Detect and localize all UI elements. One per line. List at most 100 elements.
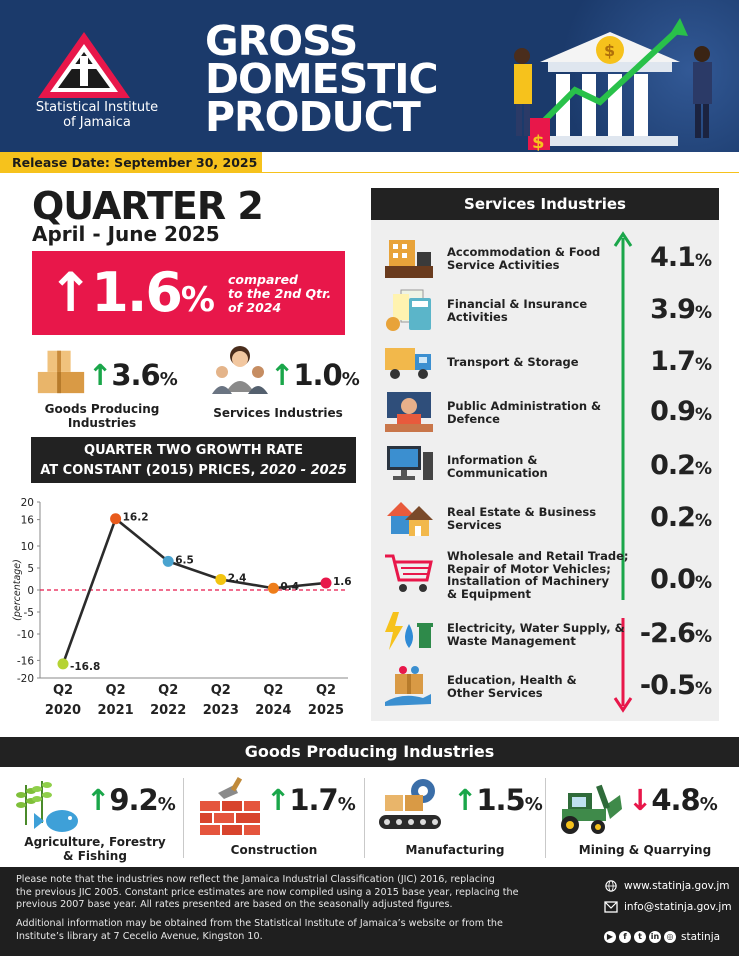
headline-unit: % bbox=[180, 280, 215, 320]
bricks-icon bbox=[200, 776, 260, 835]
header-banner: Statistical Institute of Jamaica GROSS D… bbox=[0, 0, 739, 152]
official-icon bbox=[385, 392, 433, 432]
social-handle: statinja bbox=[681, 930, 721, 943]
footer: Please note that the industries now refl… bbox=[0, 867, 739, 956]
comparison-line: compared bbox=[228, 272, 298, 287]
up-arrow-icon: ↑ bbox=[270, 358, 294, 392]
service-value: 4.1% bbox=[650, 242, 712, 273]
series-line bbox=[61, 516, 327, 665]
goods-divider bbox=[364, 778, 365, 858]
hotel-icon bbox=[385, 240, 433, 278]
people-icon bbox=[212, 346, 268, 394]
youtube-icon[interactable]: ▶ bbox=[604, 930, 616, 943]
service-name: Accommodation & Food Service Activities bbox=[447, 246, 600, 271]
linkedin-icon[interactable]: in bbox=[649, 930, 661, 943]
boxes-icon bbox=[37, 350, 85, 394]
x-tick-quarter: Q2 bbox=[263, 683, 283, 698]
note-line: previous 2007 base year. All rates prese… bbox=[16, 899, 453, 910]
data-point bbox=[320, 577, 332, 589]
x-tick-year: 2023 bbox=[203, 703, 239, 718]
calculator-icon bbox=[386, 289, 431, 331]
website-link[interactable]: www.statinja.gov.jm bbox=[604, 880, 730, 892]
value-number: 4.8 bbox=[651, 783, 700, 817]
x-tick-year: 2024 bbox=[255, 703, 291, 718]
data-point bbox=[215, 573, 227, 585]
up-arrow-icon: ↑ bbox=[266, 783, 290, 817]
value-unit: % bbox=[694, 251, 712, 271]
value-number: 0.0 bbox=[650, 564, 696, 595]
value-unit: % bbox=[694, 573, 712, 593]
twitter-icon[interactable]: t bbox=[634, 930, 646, 943]
goods-summary-label: Goods Producing Industries bbox=[32, 402, 172, 430]
value-number: 0.9 bbox=[650, 396, 696, 427]
value-number: 3.9 bbox=[650, 294, 696, 325]
headline-comparison: compared to the 2nd Qtr. of 2024 bbox=[228, 273, 331, 315]
email-link[interactable]: info@statinja.gov.jm bbox=[604, 901, 732, 913]
agriculture-icon bbox=[16, 781, 78, 832]
website-text: www.statinja.gov.jm bbox=[624, 880, 730, 892]
service-value: -2.6% bbox=[640, 618, 712, 649]
up-arrow-icon: ↑ bbox=[48, 261, 93, 324]
value-unit: % bbox=[694, 303, 712, 323]
bank-growth-illustration-icon: $ $ bbox=[514, 18, 712, 152]
label-line: Mining & Quarrying bbox=[578, 843, 712, 857]
goods-item-construction: ↑1.7% Construction bbox=[184, 767, 364, 867]
goods-value: ↓4.8% bbox=[628, 783, 718, 817]
service-value: 0.2% bbox=[650, 502, 712, 533]
data-point bbox=[267, 582, 279, 594]
value-unit: % bbox=[341, 369, 360, 390]
service-value: 1.7% bbox=[650, 346, 712, 377]
value-number: 1.5 bbox=[476, 783, 525, 817]
direction-arrows-icon bbox=[613, 231, 633, 713]
value-unit: % bbox=[157, 794, 176, 815]
service-name-line: Accommodation & Food bbox=[447, 245, 601, 259]
service-name: Financial & Insurance Activities bbox=[447, 298, 587, 323]
x-tick-year: 2025 bbox=[308, 703, 344, 718]
title-line: DOMESTIC bbox=[205, 55, 439, 103]
goods-divider bbox=[183, 778, 184, 858]
service-name-line: Activities bbox=[447, 309, 508, 324]
goods-label: Construction bbox=[204, 843, 344, 857]
label-line: & Fishing bbox=[63, 849, 127, 863]
cart-icon bbox=[385, 554, 433, 592]
service-name: Wholesale and Retail Trade; Repair of Mot… bbox=[447, 550, 629, 600]
data-label: 16.2 bbox=[123, 512, 149, 524]
value-unit: % bbox=[694, 511, 712, 531]
y-tick-label: -16 bbox=[17, 655, 34, 667]
instagram-icon[interactable]: ◎ bbox=[664, 930, 676, 943]
quarter-title: QUARTER 2 bbox=[32, 184, 264, 228]
up-arrow-icon: ↑ bbox=[88, 358, 112, 392]
data-label: -16.8 bbox=[70, 661, 100, 673]
service-name-line: Defence bbox=[447, 411, 500, 426]
services-panel: Services Industries Accommodation & Food… bbox=[371, 188, 719, 721]
service-name-line: Information & bbox=[447, 453, 538, 467]
data-point bbox=[110, 513, 122, 525]
value-number: 0.2 bbox=[650, 450, 696, 481]
service-value: 0.2% bbox=[650, 450, 712, 481]
data-label: 6.5 bbox=[175, 554, 194, 566]
value-number: 4.1 bbox=[650, 242, 696, 273]
org-name: Statistical Institute of Jamaica bbox=[22, 100, 172, 130]
note-line: Additional information may be obtained f… bbox=[16, 918, 503, 929]
service-name-line: Electricity, Water Supply, & bbox=[447, 621, 625, 635]
care-box-icon bbox=[385, 666, 431, 706]
computer-icon bbox=[387, 446, 433, 480]
x-tick-year: 2022 bbox=[150, 703, 186, 718]
up-arrow-icon: ↑ bbox=[86, 783, 110, 817]
goods-summary-value: ↑3.6% bbox=[88, 358, 178, 392]
data-label: 0.4 bbox=[280, 581, 299, 593]
label-line: Construction bbox=[230, 843, 318, 857]
service-name-line: Wholesale and Retail Trade; bbox=[447, 549, 629, 563]
facebook-icon[interactable]: f bbox=[619, 930, 631, 943]
service-name-line: Repair of Motor Vehicles; bbox=[447, 561, 611, 576]
down-arrow-icon: ↓ bbox=[628, 783, 652, 817]
goods-label: Agriculture, Forestry & Fishing bbox=[20, 835, 170, 863]
goods-value: ↑1.5% bbox=[453, 783, 543, 817]
headline-growth-value: ↑1.6% bbox=[48, 261, 215, 324]
services-summary-label: Services Industries bbox=[213, 406, 343, 420]
release-date: Release Date: September 30, 2025 bbox=[0, 152, 262, 173]
x-tick-quarter: Q2 bbox=[158, 683, 178, 698]
y-tick-label: 20 bbox=[21, 497, 34, 509]
value-number: 1.7 bbox=[289, 783, 338, 817]
chart-title-line: QUARTER TWO GROWTH RATE bbox=[84, 443, 303, 458]
